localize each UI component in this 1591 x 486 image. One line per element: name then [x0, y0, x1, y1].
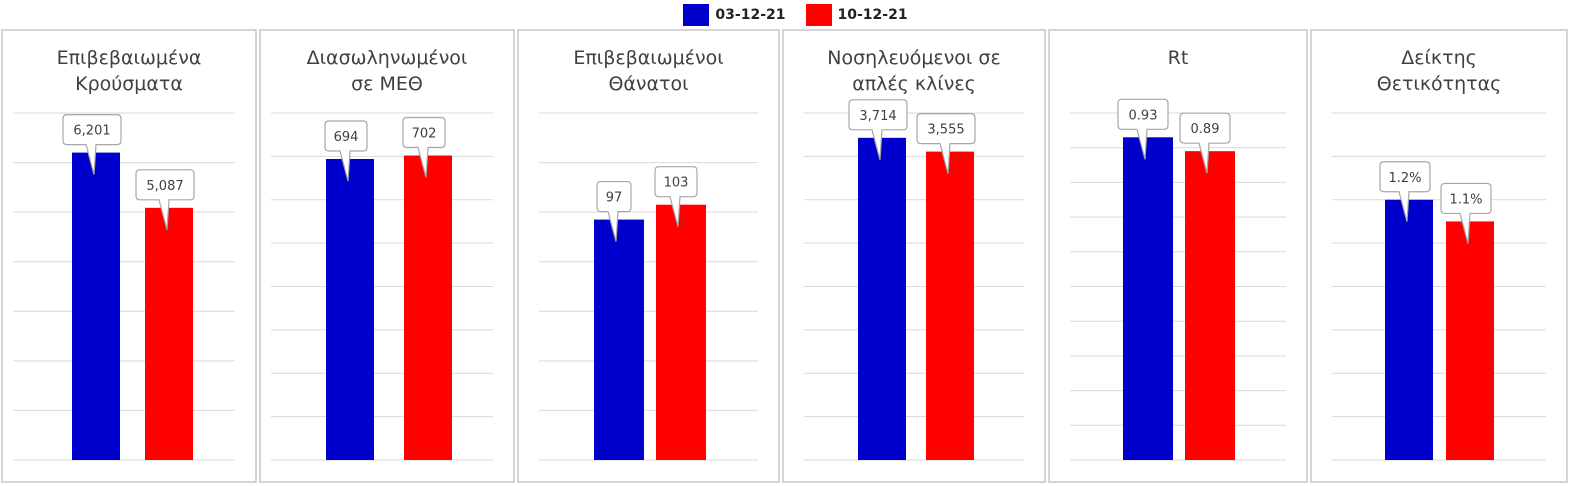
callout-box — [916, 113, 976, 174]
bar-10-12-21 — [656, 204, 706, 460]
chart-plot-area: 694 702 — [271, 112, 493, 461]
callout-box — [1117, 98, 1169, 160]
chart-title: Νοσηλευόμενοι σε απλές κλίνες — [827, 47, 1001, 95]
bar-03-12-21 — [1385, 199, 1433, 460]
chart-panel-rt: Rt 0.93 0.89 — [1048, 29, 1308, 483]
chart-panel-hospitalized-beds: Νοσηλευόμενοι σε απλές κλίνες 3,714 3,555 — [782, 29, 1046, 483]
chart-plot-area: 3,714 3,555 — [804, 99, 1024, 461]
chart-plot-area: 6,201 5,087 — [13, 112, 235, 461]
bar-10-12-21 — [145, 207, 193, 460]
data-label-callout: 1.1% — [1440, 182, 1492, 244]
callout-box — [402, 116, 446, 178]
legend-item-series-1: 03-12-21 — [683, 4, 786, 26]
data-label-callout: 97 — [596, 180, 632, 242]
data-label-callout: 702 — [402, 116, 446, 178]
data-label-callout: 694 — [324, 120, 368, 182]
legend-label-series-2: 10-12-21 — [837, 7, 908, 23]
legend-swatch-red — [805, 4, 832, 26]
bar-03-12-21 — [594, 219, 644, 460]
data-label: 702 — [412, 127, 437, 142]
callout-box — [596, 180, 632, 242]
bar-10-12-21 — [926, 151, 974, 460]
callout-box — [1379, 161, 1431, 222]
callout-box — [62, 114, 122, 175]
bar-03-12-21 — [858, 137, 906, 461]
data-label-callout: 0.89 — [1179, 112, 1231, 174]
callout-box — [324, 120, 368, 182]
bar-03-12-21 — [1123, 137, 1173, 460]
chart-panel-confirmed-deaths: Επιβεβαιωμένοι Θάνατοι 97 103 — [517, 29, 780, 483]
bar-03-12-21 — [326, 158, 374, 460]
data-label: 6,201 — [73, 124, 110, 139]
legend-swatch-blue — [683, 4, 710, 26]
callout-box — [848, 99, 908, 160]
data-label-callout: 3,714 — [848, 99, 908, 160]
legend: 03-12-21 10-12-21 — [0, 0, 1591, 30]
callout-box — [1179, 112, 1231, 174]
data-label: 694 — [334, 130, 359, 145]
chart-panel-positivity-rate: Δείκτης Θετικότητας 1.2% 1.1% — [1310, 29, 1568, 483]
callout-box — [654, 166, 698, 227]
callout-box — [1440, 182, 1492, 244]
data-label: 5,087 — [146, 179, 183, 194]
data-label-callout: 3,555 — [916, 113, 976, 174]
chart-panel-icu-intubated: Διασωληνωμένοι σε ΜΕΘ 694 702 — [259, 29, 515, 483]
data-label-callout: 6,201 — [62, 114, 122, 175]
chart-plot-area: 0.93 0.89 — [1070, 98, 1286, 461]
data-label: 97 — [606, 191, 623, 206]
bar-10-12-21 — [1446, 221, 1494, 460]
data-label: 3,555 — [927, 123, 964, 138]
chart-plot-area: 1.2% 1.1% — [1332, 112, 1546, 461]
data-label-callout: 103 — [654, 166, 698, 227]
callout-box — [135, 169, 195, 230]
data-label-callout: 1.2% — [1379, 161, 1431, 222]
bar-10-12-21 — [404, 155, 452, 460]
data-label-callout: 5,087 — [135, 169, 195, 230]
data-label: 3,714 — [859, 109, 896, 124]
bar-03-12-21 — [72, 152, 120, 460]
chart-title: Δείκτης Θετικότητας — [1376, 47, 1502, 95]
chart-plot-area: 97 103 — [539, 112, 758, 461]
data-label: 103 — [664, 176, 689, 191]
chart-title: Rt — [1167, 47, 1189, 69]
chart-title: Διασωληνωμένοι σε ΜΕΘ — [306, 47, 468, 95]
chart-panel-confirmed-cases: Επιβεβαιωμένα Κρούσματα 6,201 5,087 — [1, 29, 257, 483]
data-label: 0.93 — [1129, 108, 1158, 123]
data-label: 1.1% — [1449, 192, 1482, 207]
legend-label-series-1: 03-12-21 — [715, 7, 786, 23]
data-label: 1.2% — [1388, 171, 1421, 186]
chart-title: Επιβεβαιωμένοι Θάνατοι — [573, 47, 724, 95]
legend-item-series-2: 10-12-21 — [805, 4, 908, 26]
data-label-callout: 0.93 — [1117, 98, 1169, 160]
chart-title: Επιβεβαιωμένα Κρούσματα — [56, 47, 202, 95]
data-label: 0.89 — [1191, 122, 1220, 137]
bar-10-12-21 — [1185, 151, 1235, 461]
